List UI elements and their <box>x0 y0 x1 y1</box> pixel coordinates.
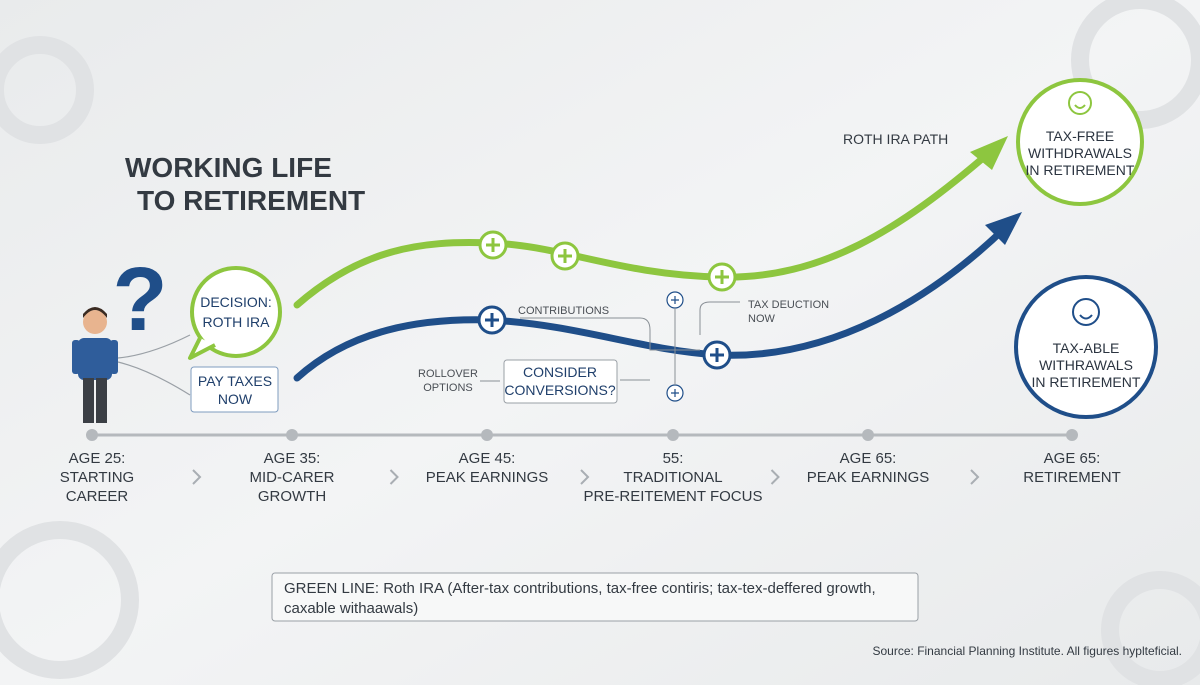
title: WORKING LIFE <box>125 152 332 183</box>
annotation: TAX DEUCTION <box>748 299 829 311</box>
connector <box>117 334 191 396</box>
timeline-label: PEAK EARNINGS <box>807 469 930 486</box>
bubble-tail <box>188 337 216 360</box>
timeline-label: PRE-REITEMENT FOCUS <box>584 488 763 505</box>
pay-taxes-box <box>190 366 279 413</box>
timeline-dot <box>1066 429 1078 441</box>
outcome-text: TAX-FREE <box>1046 128 1114 144</box>
chevron <box>580 469 590 485</box>
timeline-label: AGE 65: <box>1044 450 1101 467</box>
legend-text: caxable withaawals) <box>284 600 418 617</box>
timeline-label: 55: <box>663 450 684 467</box>
decision-text: DECISION: <box>200 294 272 310</box>
consider-box <box>503 359 618 404</box>
title: TO RETIREMENT <box>137 185 365 216</box>
decision-bubble <box>190 266 282 358</box>
timeline-dot <box>481 429 493 441</box>
pay-taxes-text: NOW <box>218 391 253 407</box>
traditional-path <box>293 224 1009 382</box>
plus-markers <box>477 230 737 402</box>
annotation-lines <box>480 301 740 385</box>
outcome-circle <box>1014 275 1158 419</box>
timeline-dot <box>86 429 98 441</box>
outcome-text: WITHRAWALS <box>1039 357 1133 373</box>
annotation: CONTRIBUTIONS <box>518 305 609 317</box>
chevron <box>970 469 980 485</box>
smiley-icon <box>1068 91 1092 115</box>
timeline-label: AGE 25: <box>69 450 126 467</box>
smiley-icon <box>1072 298 1100 326</box>
outcome-text: IN RETIREMENT <box>1026 162 1135 178</box>
roth-path-label: ROTH IRA PATH <box>843 131 948 147</box>
timeline-label: AGE 65: <box>840 450 897 467</box>
chevron <box>192 469 202 485</box>
chevron <box>770 469 780 485</box>
decision-text: ROTH IRA <box>203 314 271 330</box>
timeline-dot <box>862 429 874 441</box>
chevron <box>389 469 399 485</box>
timeline-label: GROWTH <box>258 488 326 505</box>
timeline-label: STARTING <box>60 469 134 486</box>
person-icon <box>72 307 118 423</box>
source: Source: Financial Planning Institute. Al… <box>873 644 1183 658</box>
timeline-label: AGE 35: <box>264 450 321 467</box>
pay-taxes-text: PAY TAXES <box>198 373 272 389</box>
consider-text: CONVERSIONS? <box>504 382 615 398</box>
timeline-dot <box>286 429 298 441</box>
timeline-label: RETIREMENT <box>1023 469 1121 486</box>
timeline-label: AGE 45: <box>459 450 516 467</box>
outcome-text: IN RETIREMENT <box>1032 374 1141 390</box>
legend-box <box>271 572 919 622</box>
annotation: NOW <box>748 313 776 325</box>
timeline-label: PEAK EARNINGS <box>426 469 549 486</box>
timeline-label: TRADITIONAL <box>623 469 722 486</box>
annotation: ROLLOVER <box>418 368 478 380</box>
arrow-head <box>970 136 1008 170</box>
roth-path <box>293 148 994 309</box>
consider-text: CONSIDER <box>523 364 597 380</box>
timeline-dot <box>667 429 679 441</box>
timeline: AGE 25: STARTING CAREER AGE 35: MID-CARER GRO… <box>60 429 1121 505</box>
timeline-label: CAREER <box>66 488 129 505</box>
annotation: OPTIONS <box>423 382 473 394</box>
question-mark: ? <box>113 250 168 350</box>
arrow-head <box>985 212 1022 245</box>
legend-text: GREEN LINE: Roth IRA (After-tax contribu… <box>284 580 876 597</box>
outcome-text: WITHDRAWALS <box>1028 145 1132 161</box>
outcome-circle <box>1016 78 1144 206</box>
outcome-text: TAX-ABLE <box>1053 340 1120 356</box>
timeline-label: MID-CARER <box>250 469 335 486</box>
